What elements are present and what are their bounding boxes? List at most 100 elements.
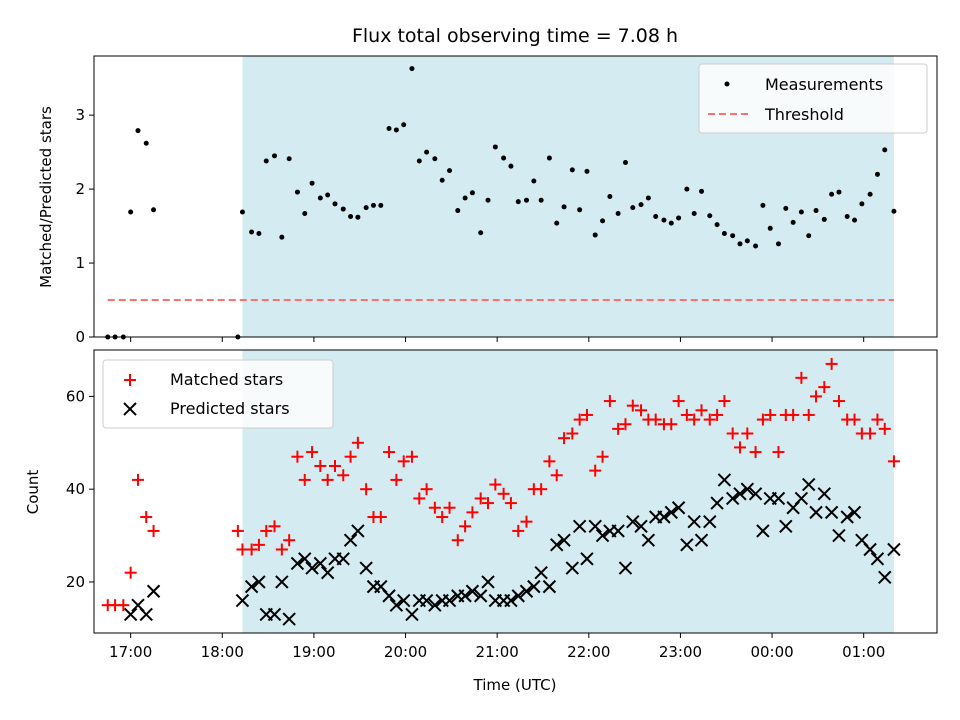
- predicted-star-point: [282, 612, 296, 626]
- matched-star-point: [795, 371, 808, 384]
- predicted-star-point: [748, 487, 763, 501]
- x-tick-label: 22:00: [567, 643, 610, 661]
- measurement-point: [143, 140, 149, 146]
- matched-star-point: [420, 483, 433, 496]
- predicted-star-point: [887, 542, 901, 557]
- matched-star-point: [321, 473, 334, 486]
- matched-star-point: [825, 357, 838, 370]
- measurement-point: [744, 238, 750, 244]
- predicted-star-point: [733, 487, 747, 501]
- predicted-star-point: [595, 528, 610, 543]
- measurement-point: [151, 207, 157, 213]
- measurement-point: [523, 197, 529, 203]
- matched-star-point: [374, 511, 387, 524]
- x-tick-label: 17:00: [109, 643, 152, 661]
- matched-star-point: [871, 413, 884, 426]
- measurement-point: [844, 213, 850, 219]
- measurement-point: [737, 241, 743, 247]
- measurement-point: [424, 149, 430, 155]
- measurement-point: [309, 180, 315, 186]
- chart-title: Flux total observing time = 7.08 h: [352, 25, 678, 47]
- predicted-star-point: [458, 589, 472, 603]
- matched-star-point: [428, 501, 441, 514]
- predicted-star-point: [419, 593, 434, 608]
- measurement-point: [577, 207, 583, 213]
- measurement-point: [332, 201, 338, 207]
- matched-star-point: [314, 459, 327, 472]
- matched-star-point: [832, 395, 845, 408]
- predicted-star-point: [809, 505, 823, 520]
- measurement-point: [249, 229, 255, 235]
- measurement-point: [302, 211, 308, 217]
- matched-star-point: [283, 534, 296, 547]
- x-tick-label: 18:00: [201, 643, 244, 661]
- predicted-star-point: [580, 552, 594, 566]
- predicted-star-point: [703, 514, 717, 529]
- measurement-point: [317, 195, 323, 201]
- matched-star-point: [649, 413, 662, 426]
- measurement-point: [852, 217, 858, 223]
- measurement-point: [798, 209, 804, 215]
- predicted-star-point: [824, 505, 839, 520]
- matched-star-point: [124, 566, 137, 579]
- predicted-star-point: [465, 584, 480, 598]
- measurement-point: [135, 128, 141, 134]
- matched-star-point: [482, 497, 495, 510]
- predicted-star-point: [572, 519, 587, 534]
- predicted-star-point: [359, 561, 373, 575]
- predicted-star-point: [680, 538, 694, 552]
- legend-measurements-marker: [724, 81, 730, 87]
- measurement-point: [760, 202, 766, 208]
- matched-star-point: [351, 436, 364, 449]
- measurement-point: [806, 233, 812, 239]
- measurement-point: [531, 178, 537, 184]
- matched-star-point: [405, 450, 418, 463]
- matched-star-point: [772, 446, 785, 459]
- measurement-point: [409, 66, 415, 72]
- predicted-star-point: [756, 524, 770, 538]
- measurement-point: [508, 163, 514, 169]
- bottom-legend: Matched stars Predicted stars: [102, 359, 334, 429]
- measurement-point: [455, 208, 461, 214]
- x-tick-label: 20:00: [384, 643, 427, 661]
- predicted-star-point: [343, 533, 358, 547]
- measurement-point: [653, 213, 659, 219]
- predicted-star-point: [244, 579, 259, 594]
- measurement-point: [239, 209, 245, 215]
- matched-star-point: [298, 473, 311, 486]
- x-tick-label: 23:00: [659, 643, 702, 661]
- predicted-star-point: [550, 538, 564, 552]
- measurement-point: [416, 158, 422, 164]
- measurement-point: [767, 225, 773, 231]
- measurement-point: [561, 204, 567, 210]
- matched-star-point: [131, 473, 144, 486]
- bottom-legend-box: [102, 359, 334, 429]
- predicted-star-point: [817, 487, 832, 501]
- x-tick-label: 01:00: [842, 643, 885, 661]
- matched-star-point: [291, 450, 304, 463]
- measurement-point: [600, 218, 606, 224]
- measurement-point: [867, 191, 873, 197]
- predicted-star-point: [802, 477, 816, 492]
- measurement-point: [645, 195, 651, 201]
- measurement-point: [859, 201, 865, 207]
- measurement-point: [691, 211, 697, 217]
- matched-star-point: [443, 501, 456, 514]
- matched-star-point: [436, 511, 449, 524]
- measurement-point: [569, 167, 575, 173]
- bottom-plot-frame: [93, 349, 938, 634]
- measurement-point: [668, 220, 674, 226]
- matched-star-point: [451, 534, 464, 547]
- predicted-star-point: [290, 556, 305, 571]
- measurement-point: [874, 171, 880, 177]
- measurement-point: [432, 156, 438, 162]
- matched-star-point: [672, 395, 685, 408]
- measurement-point: [790, 219, 796, 225]
- matched-star-point: [596, 450, 609, 463]
- predicted-star-point: [336, 552, 350, 566]
- measurement-point: [821, 216, 827, 222]
- predicted-star-point: [275, 575, 289, 589]
- measurement-point: [263, 158, 269, 164]
- measurement-point: [813, 208, 819, 214]
- predicted-star-point: [305, 561, 319, 575]
